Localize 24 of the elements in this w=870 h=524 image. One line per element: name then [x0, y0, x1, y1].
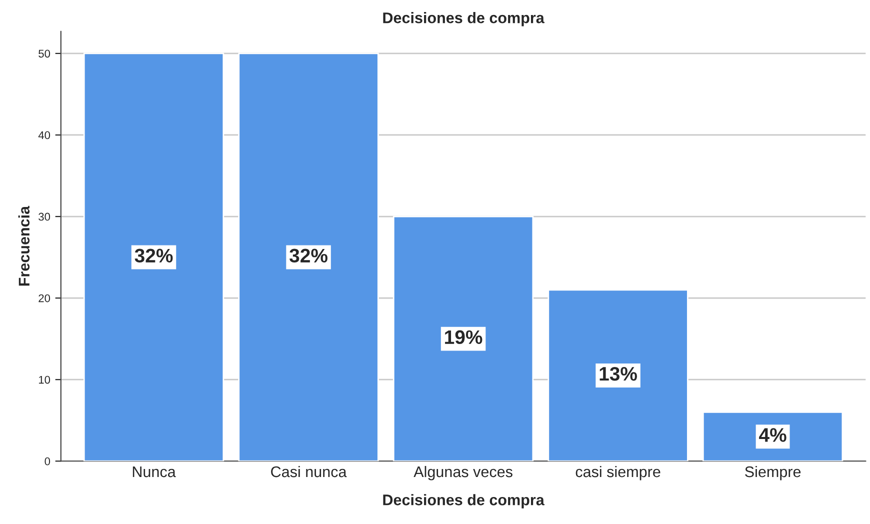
- bar: [392, 216, 534, 462]
- annotation: 32%: [290, 248, 328, 263]
- x-tick-label: Nunca: [132, 466, 176, 478]
- y-tick-label: 0: [44, 457, 50, 466]
- y-tick-label: 20: [38, 294, 50, 302]
- x-tick-label: Algunas veces: [414, 466, 512, 480]
- y-tick-label: 40: [38, 131, 50, 140]
- annotation: 19%: [445, 330, 482, 344]
- bar: [702, 412, 844, 462]
- x-tick-label: Casi nunca: [271, 466, 347, 478]
- y-tick-label: 30: [38, 212, 50, 221]
- chart-title: Decisiones de compra: [383, 12, 544, 26]
- x-tick-label: casi siempre: [576, 466, 660, 480]
- annotation: 32%: [134, 248, 173, 263]
- bar: [548, 289, 688, 462]
- x-tick-label: Siempre: [745, 466, 801, 480]
- annotation: 4%: [759, 428, 786, 442]
- x-axis-title: Decisiones de compra: [383, 494, 544, 508]
- annotation: 13%: [600, 366, 637, 381]
- bar: [238, 52, 379, 462]
- y-tick-label: 10: [38, 376, 50, 384]
- y-axis-title: Frecuencia: [18, 206, 30, 286]
- y-tick-label: 50: [38, 50, 50, 58]
- bar: [83, 52, 224, 462]
